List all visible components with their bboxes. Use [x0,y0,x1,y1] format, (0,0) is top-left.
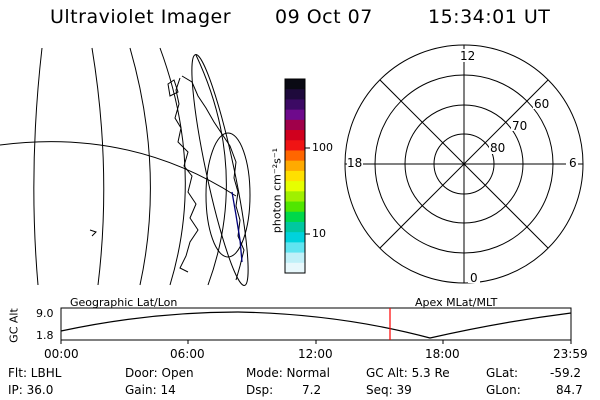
lat-label-60: 60 [534,97,549,111]
colorbar-segment [285,242,305,254]
mode-info: Mode: Normal [246,366,330,380]
colorbar-segment [285,211,305,223]
orbit-ellipse [191,54,249,286]
island-outline [167,79,179,97]
colorbar-segment [285,160,305,172]
geographic-label: Geographic Lat/Lon [70,296,178,309]
colorbar-segment [285,201,305,213]
coastline-small [89,229,97,237]
altitude-curve [60,311,572,339]
dsp-value: 7.2 [302,383,322,397]
y-tick-label-min: 1.8 [36,329,54,342]
lat-label-80: 80 [490,141,505,155]
colorbar-segment [285,89,305,101]
latitude-line [0,141,237,197]
colorbar-segment [285,252,305,264]
orbit-ellipse [205,132,251,258]
colorbar-segment [285,119,305,131]
mlt-label-0: 0 [470,271,478,285]
observation-time: 15:34:01 UT [428,6,551,28]
x-tick-label: 23:59 [553,347,588,361]
glon-value: 84.7 [556,383,583,397]
colorbar-segment [285,191,305,203]
x-tick-label: 00:00 [44,347,79,361]
y-tick-label-max: 9.0 [36,307,54,320]
door-info: Door: Open [125,366,194,380]
meridian-line [33,47,43,286]
filter-info: Flt: LBHL [8,366,62,380]
colorbar-tick-label-100: 100 [312,141,333,154]
colorbar-segment [285,170,305,182]
ground-track [231,191,243,263]
colorbar-segment [285,181,305,192]
colorbar-segment [285,140,305,152]
colorbar-segment [285,221,305,233]
altitude-timeline [60,307,572,344]
colorbar-segment [285,262,305,274]
mlt-label-6: 6 [569,156,577,170]
intensity-colorbar [285,79,305,274]
geographic-map [0,47,251,286]
y-axis-label: GC Alt [7,308,21,343]
colorbar-segment [285,109,305,121]
coastline [174,75,245,281]
instrument-title: Ultraviolet Imager [50,6,232,28]
apex-label: Apex MLat/MLT [415,296,498,309]
colorbar-segment [285,79,305,90]
x-tick-label: 12:00 [298,347,333,361]
meridian-line [159,47,186,286]
glat-value: -59.2 [550,366,582,380]
glon-label: GLon: [486,383,521,397]
gc-alt-info: GC Alt: 5.3 Re [366,366,450,380]
ip-info: IP: 36.0 [8,383,54,397]
meridian-line [91,47,105,286]
meridian-line [129,47,151,286]
timeline-frame [60,307,572,341]
gain-info: Gain: 14 [125,383,176,397]
polar-diagonal [379,79,549,249]
colorbar-segment [285,232,305,243]
colorbar-segment [285,130,305,141]
colorbar-frame [284,78,306,274]
mlt-label-12: 12 [460,49,475,63]
observation-date: 09 Oct 07 [275,6,373,28]
colorbar-unit-label: photon cm⁻²s⁻¹ [270,147,284,234]
glat-label: GLat: [486,366,519,380]
colorbar-segment [285,150,305,162]
x-tick-label: 06:00 [170,347,205,361]
seq-info: Seq: 39 [366,383,412,397]
colorbar-segment [285,99,305,111]
x-tick-label: 18:00 [425,347,460,361]
polar-plot [344,44,584,284]
dsp-label: Dsp: [246,383,274,397]
meridian-line [195,54,227,286]
lat-label-70: 70 [512,119,527,133]
colorbar-tick-label-10: 10 [312,227,326,240]
mlt-label-18: 18 [347,156,362,170]
